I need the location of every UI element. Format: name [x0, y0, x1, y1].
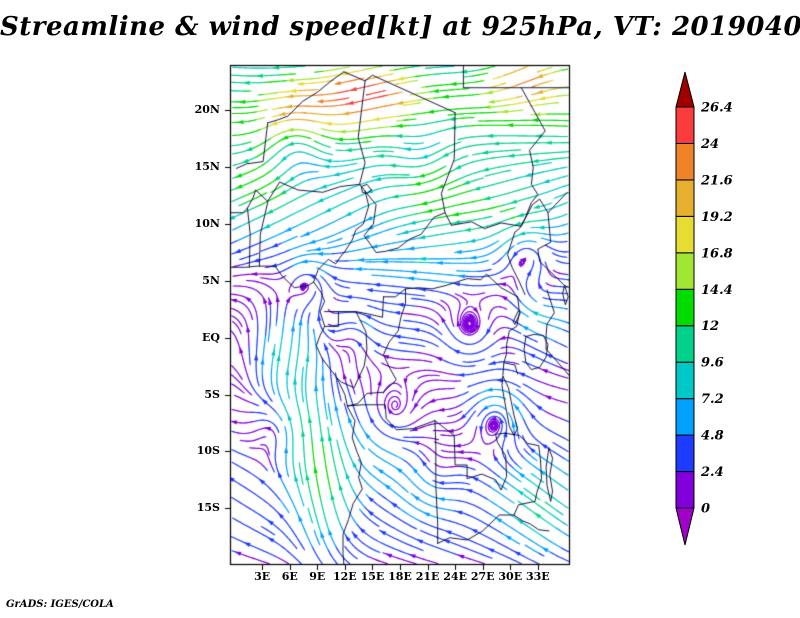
colorbar-segment	[675, 325, 695, 363]
x-axis-label: 15E	[360, 570, 385, 583]
grads-credit: GrADS: IGES/COLA	[6, 599, 114, 610]
colorbar-segment	[675, 398, 695, 436]
y-axis-label: 5S	[204, 387, 220, 401]
colorbar-tick-label: 26.4	[700, 101, 733, 116]
colorbar-segment	[675, 106, 695, 144]
streamline-map-canvas	[220, 55, 580, 575]
colorbar-segment	[675, 434, 695, 473]
colorbar-segment	[675, 142, 695, 181]
colorbar-segment	[675, 179, 695, 217]
x-axis-label: 21E	[415, 570, 440, 583]
x-axis-label: 24E	[443, 570, 467, 583]
x-axis-label: 12E	[333, 570, 357, 583]
colorbar-tick-label: 9.6	[701, 356, 724, 371]
y-axis-label: EQ	[202, 330, 220, 344]
colorbar-tick-label: 16.8	[701, 246, 733, 261]
colorbar-svg: 0 2.4 4.8 7.2 9.6 12 14.4 16.8 19.2 21.6 24 26.4	[675, 71, 733, 546]
colorbar-arrow-bottom	[675, 507, 695, 546]
colorbar-segment	[675, 252, 695, 290]
colorbar-tick-label: 0	[701, 502, 710, 517]
x-axis-label: 6E	[281, 570, 298, 583]
y-axis-label: 10N	[194, 217, 220, 231]
colorbar-tick-label: 12	[701, 319, 719, 334]
colorbar-tick-label: 7.2	[701, 392, 724, 407]
y-axis-label: 15N	[194, 160, 220, 174]
y-axis-label: 10S	[196, 444, 220, 458]
wind-speed-colorbar: 0 2.4 4.8 7.2 9.6 12 14.4 16.8 19.2 21.6 24 26.4	[660, 58, 750, 563]
colorbar-tick-label: 21.6	[700, 173, 733, 188]
colorbar-arrow-top	[675, 71, 695, 108]
chart-title: Streamline & wind speed[kt] at 925hPa, V…	[0, 12, 800, 42]
colorbar-segment	[675, 471, 695, 509]
x-axis-label: 18E	[388, 570, 412, 583]
colorbar-tick-label: 19.2	[701, 210, 733, 225]
colorbar-segment	[675, 288, 695, 327]
colorbar-tick-label: 14.4	[701, 283, 733, 298]
x-axis-label: 3E	[254, 570, 271, 583]
colorbar-tick-label: 2.4	[700, 465, 724, 480]
y-axis-label: 20N	[194, 103, 220, 117]
x-axis-label: 30E	[498, 570, 523, 583]
y-axis-label: 5N	[202, 273, 220, 287]
colorbar-tick-label: 24	[700, 137, 719, 152]
y-axis-label: 15S	[196, 501, 220, 515]
x-axis-label: 27E	[470, 570, 495, 583]
colorbar-segment	[675, 215, 695, 254]
x-axis-label: 9E	[309, 570, 326, 583]
colorbar-tick-label: 4.8	[701, 429, 724, 444]
x-axis-label: 33E	[525, 570, 550, 583]
colorbar-segment	[675, 361, 695, 400]
